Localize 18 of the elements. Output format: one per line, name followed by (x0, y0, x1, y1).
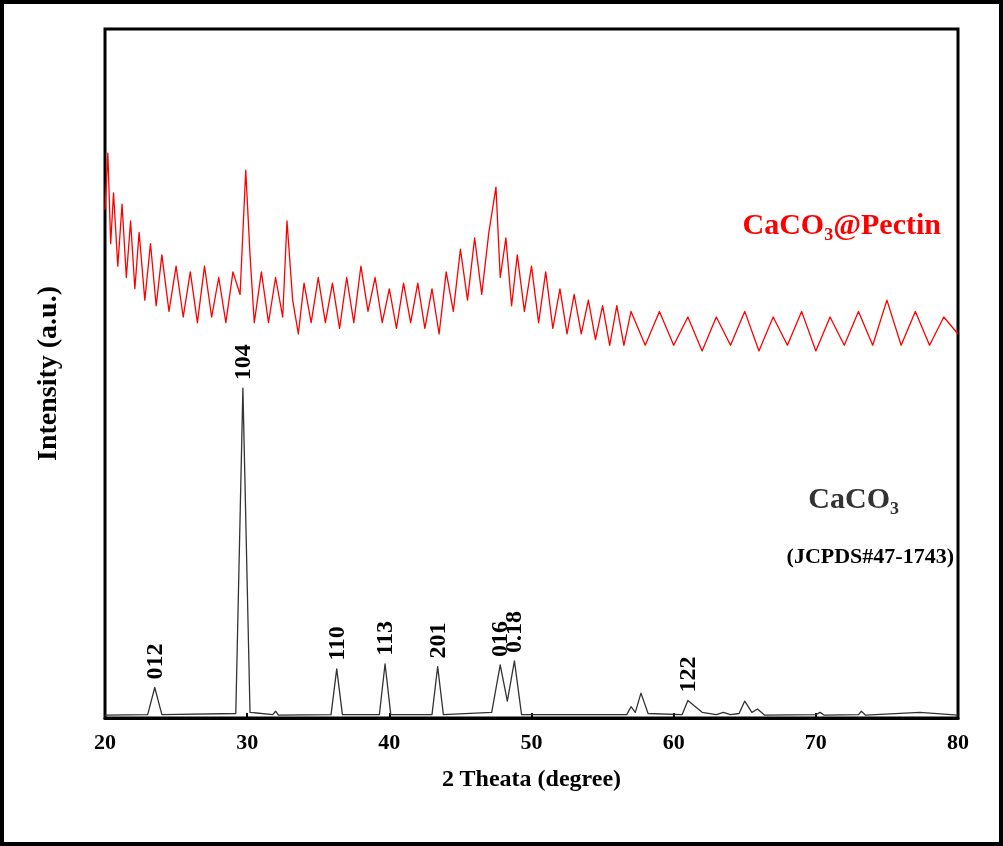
annotation: 012 (140, 643, 167, 680)
y-axis-title: Intensity (a.u.) (30, 285, 62, 462)
x-axis-title: 2 Theata (degree) (441, 765, 622, 791)
text: CaCO₃@Pectin (742, 206, 942, 240)
annotation: (JCPDS#47-1743) (786, 542, 955, 568)
x-tick-label: 40 (378, 728, 401, 754)
x-tick-label: 60 (662, 728, 685, 754)
x-tick-label: 20 (94, 728, 116, 754)
x-tick-label: 80 (947, 728, 969, 754)
x-tick-label: 30 (236, 728, 259, 754)
x-tick-label: 70 (804, 728, 827, 754)
annotation: 104 (228, 344, 255, 381)
x-tick-label: 50 (520, 728, 543, 754)
annotation: 201 (423, 622, 450, 659)
annotation: 113 (371, 621, 398, 656)
annotation: 110 (322, 626, 349, 661)
annotation: 122 (673, 656, 700, 693)
text: CaCO₃ (808, 480, 900, 514)
